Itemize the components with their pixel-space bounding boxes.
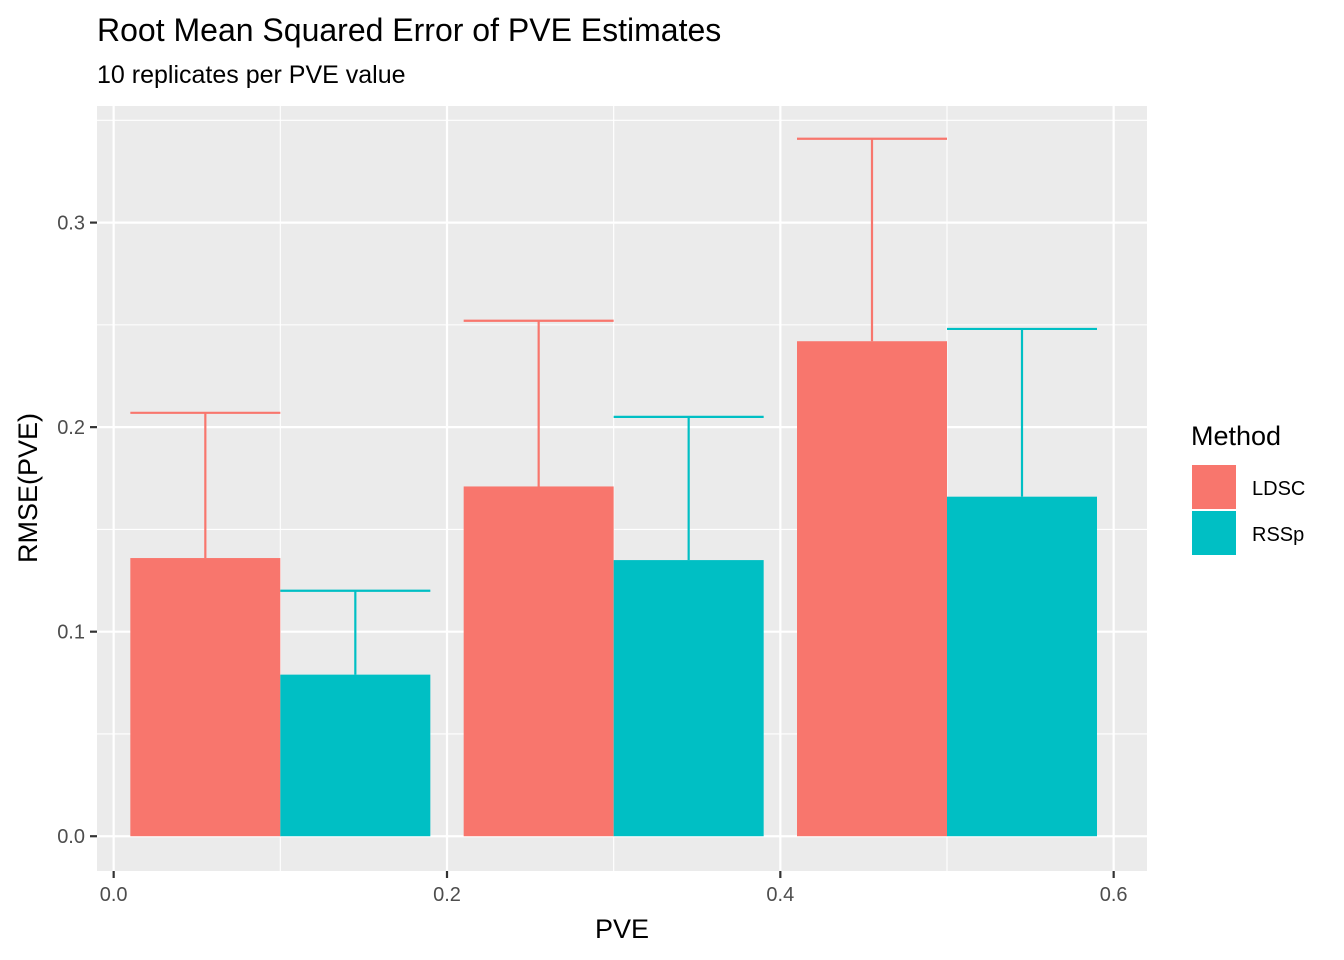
legend-label-rssp: RSSp bbox=[1252, 524, 1304, 546]
bar-rssp bbox=[280, 674, 431, 837]
chart-title: Root Mean Squared Error of PVE Estimates bbox=[97, 12, 721, 48]
x-tick-label: 0.0 bbox=[100, 884, 128, 906]
grid-layer bbox=[97, 106, 1147, 871]
bar-ldsc bbox=[463, 486, 614, 837]
y-tick-label: 0.1 bbox=[57, 622, 85, 644]
y-axis-title: RMSE(PVE) bbox=[13, 413, 43, 563]
x-tick-label: 0.4 bbox=[766, 884, 794, 906]
y-tick-label: 0.2 bbox=[57, 417, 85, 439]
ticks-layer: 0.0 0.2 0.4 0.6 0.0 0.1 0.2 0.3 bbox=[57, 213, 1127, 906]
bar-ldsc bbox=[130, 558, 281, 837]
y-tick-label: 0.3 bbox=[57, 213, 85, 235]
legend-swatch-ldsc bbox=[1192, 465, 1236, 509]
x-tick-label: 0.2 bbox=[433, 884, 461, 906]
bar-ldsc bbox=[797, 341, 947, 837]
legend-swatch-rssp bbox=[1192, 511, 1236, 555]
legend-label-ldsc: LDSC bbox=[1252, 478, 1305, 500]
y-tick-label: 0.0 bbox=[57, 826, 85, 848]
legend: Method LDSC RSSp bbox=[1191, 421, 1305, 555]
legend-title: Method bbox=[1191, 421, 1281, 451]
bars-layer bbox=[130, 137, 1097, 837]
x-tick-label: 0.6 bbox=[1100, 884, 1128, 906]
x-axis-title: PVE bbox=[595, 914, 649, 944]
bar-rssp bbox=[613, 560, 764, 837]
bar-rssp bbox=[947, 496, 1097, 837]
chart-subtitle: 10 replicates per PVE value bbox=[97, 61, 406, 89]
